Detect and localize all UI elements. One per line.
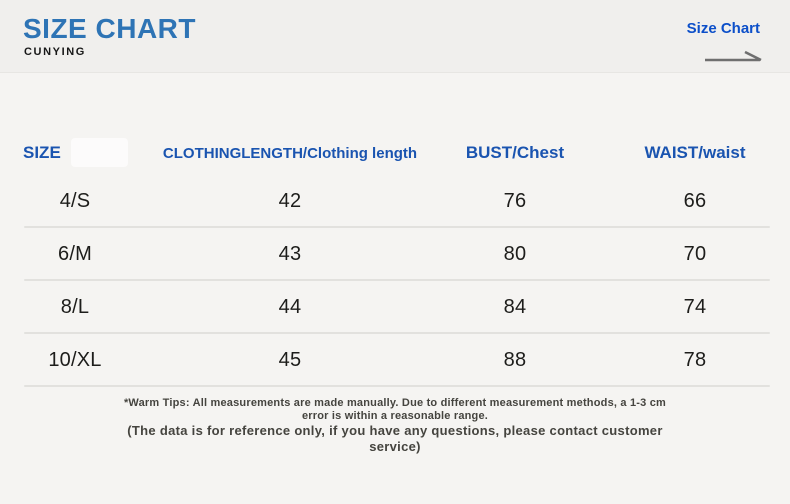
cell-size: 8/L	[60, 296, 90, 318]
column-header-waist: WAIST/waist	[644, 143, 746, 162]
column-header-size: SIZE	[23, 143, 61, 162]
cell-length: 42	[278, 190, 302, 212]
table-body: 4/S 42 76 66 6/M 43 80 70 8/L 44 84 74 1…	[0, 175, 790, 387]
warm-tips-line1: *Warm Tips: All measurements are made ma…	[123, 397, 667, 409]
column-header-bust: BUST/Chest	[465, 143, 565, 162]
cell-bust: 80	[503, 243, 527, 265]
cell-waist: 78	[683, 349, 707, 371]
page-title: SIZE CHART	[23, 13, 196, 44]
table-row: 8/L 44 84 74	[0, 281, 790, 334]
table-header-row: SIZE CLOTHINGLENGTH/Clothing length BUST…	[0, 139, 790, 167]
table-row: 6/M 43 80 70	[0, 228, 790, 281]
warm-tips-line3: (The data is for reference only, if you …	[127, 423, 663, 438]
arrow-right-icon	[702, 48, 766, 69]
header: SIZE CHART CUNYING Size Chart	[0, 0, 790, 73]
cell-length: 45	[278, 349, 302, 371]
table-row: 4/S 42 76 66	[0, 175, 790, 228]
size-chart-link-label: Size Chart	[686, 20, 760, 37]
size-header-highlight	[71, 138, 128, 167]
size-chart-link[interactable]: Size Chart	[686, 20, 762, 62]
cell-bust: 84	[503, 296, 527, 318]
cell-bust: 76	[503, 190, 527, 212]
table-row: 10/XL 45 88 78	[0, 334, 790, 387]
warm-tips-line2: error is within a reasonable range.	[301, 410, 489, 422]
cell-length: 43	[278, 243, 302, 265]
cell-size: 10/XL	[48, 349, 102, 371]
cell-waist: 70	[683, 243, 707, 265]
cell-waist: 74	[683, 296, 707, 318]
warm-tips: *Warm Tips: All measurements are made ma…	[0, 397, 790, 454]
cell-size: 6/M	[58, 243, 92, 265]
cell-bust: 88	[503, 349, 527, 371]
cell-length: 44	[278, 296, 302, 318]
warm-tips-line4: service)	[369, 438, 421, 454]
cell-waist: 66	[683, 190, 707, 212]
column-header-length: CLOTHINGLENGTH/Clothing length	[162, 144, 418, 162]
brand-name: CUNYING	[24, 46, 86, 58]
cell-size: 4/S	[59, 190, 91, 212]
